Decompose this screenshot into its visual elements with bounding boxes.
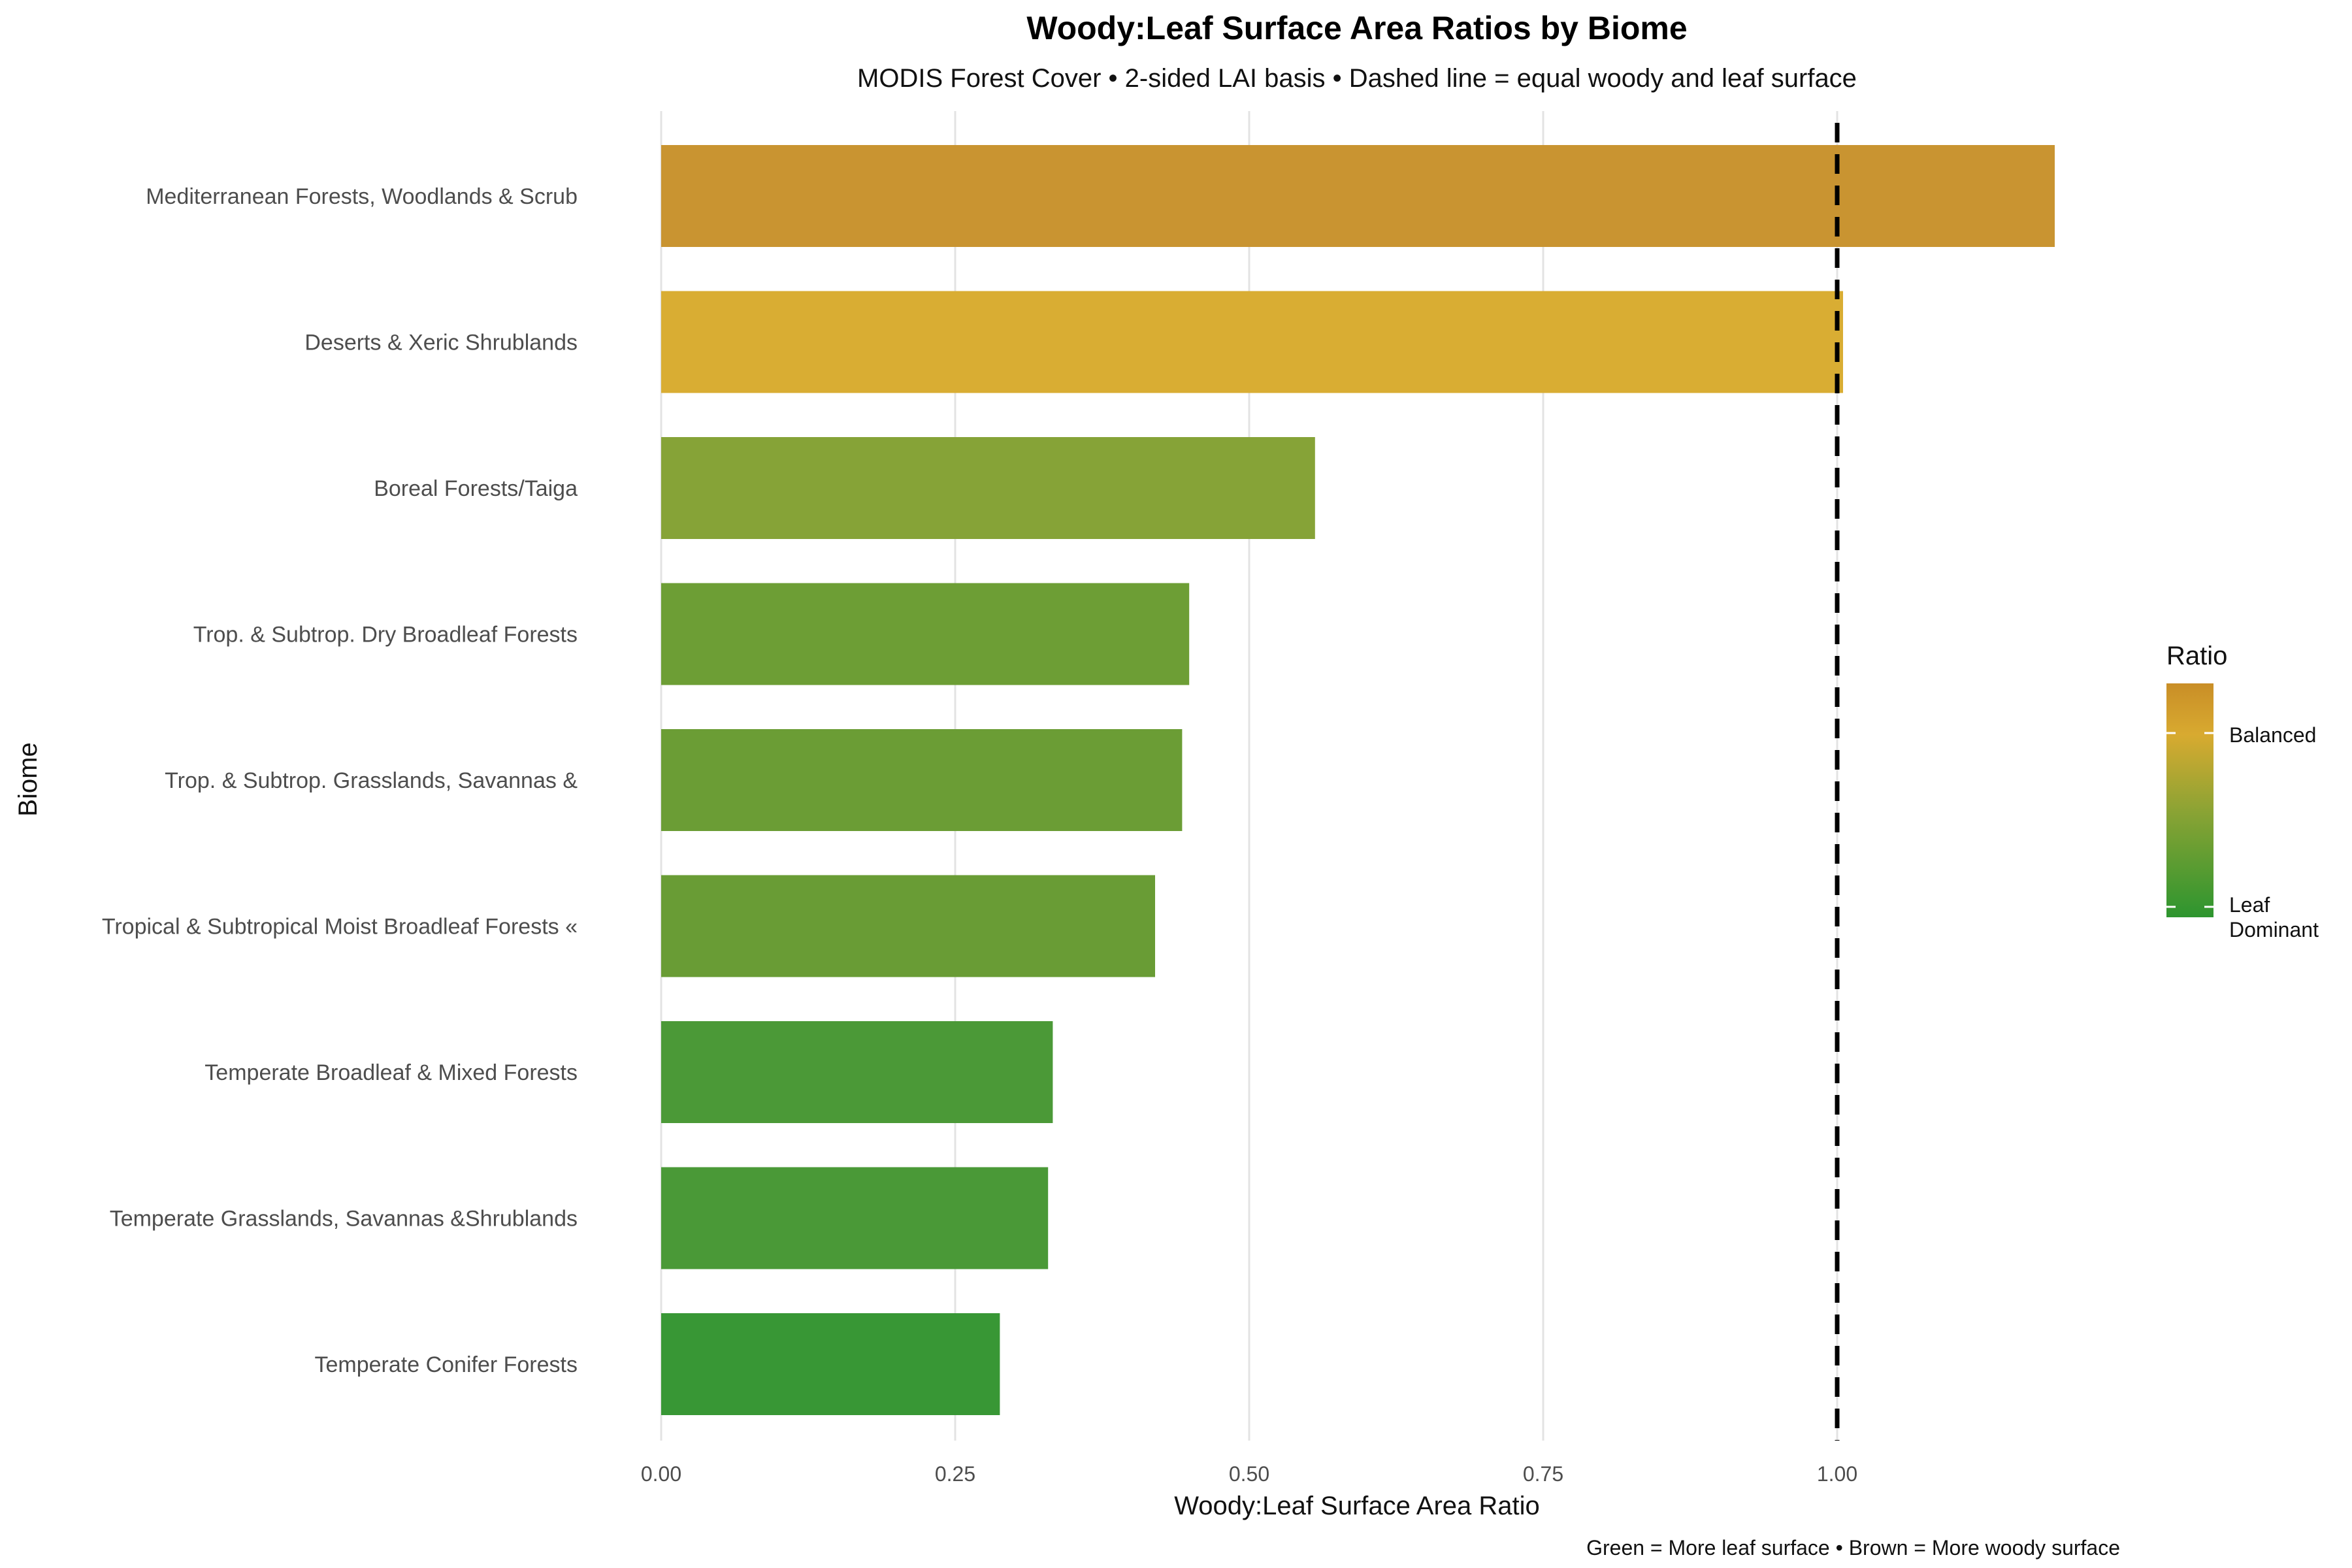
category-label-5: Tropical & Subtropical Moist Broadleaf F… (102, 915, 578, 939)
legend: Ratio Balanced Leaf Dominant (2166, 642, 2319, 941)
x-tick-label-0: 0.00 (641, 1462, 681, 1486)
bar-6 (661, 1021, 1053, 1123)
bar-7 (661, 1167, 1049, 1269)
x-tick-labels: 0.00 0.25 0.50 0.75 1.00 (641, 1462, 1857, 1486)
bar-8 (661, 1313, 1000, 1415)
bar-3 (661, 583, 1190, 685)
x-tick-label-2: 0.50 (1229, 1462, 1269, 1486)
category-label-1: Deserts & Xeric Shrublands (304, 331, 578, 355)
bar-5 (661, 875, 1155, 977)
category-label-7: Temperate Grasslands, Savannas &Shrublan… (110, 1207, 578, 1232)
legend-title: Ratio (2166, 642, 2227, 670)
x-tick-label-3: 0.75 (1523, 1462, 1563, 1486)
chart-title: Woody:Leaf Surface Area Ratios by Biome (1026, 10, 1687, 46)
bar-0 (661, 145, 2055, 247)
category-label-0: Mediterranean Forests, Woodlands & Scrub (146, 184, 578, 209)
category-label-6: Temperate Broadleaf & Mixed Forests (204, 1060, 578, 1085)
x-axis-label: Woody:Leaf Surface Area Ratio (1174, 1492, 1540, 1520)
x-tick-label-4: 1.00 (1817, 1462, 1857, 1486)
bar-2 (661, 437, 1315, 539)
bars (661, 145, 2055, 1415)
category-label-4: Trop. & Subtrop. Grasslands, Savannas & (165, 768, 578, 793)
category-label-2: Boreal Forests/Taiga (374, 476, 578, 501)
bar-1 (661, 291, 1843, 393)
x-tick-label-1: 0.25 (935, 1462, 975, 1486)
y-axis-label: Biome (14, 742, 42, 816)
legend-ticks (2166, 732, 2213, 908)
category-label-8: Temperate Conifer Forests (315, 1352, 578, 1377)
legend-label-leaf-dominant: Leaf Dominant (2229, 893, 2319, 941)
category-label-3: Trop. & Subtrop. Dry Broadleaf Forests (193, 623, 578, 647)
category-labels: Mediterranean Forests, Woodlands & Scrub… (102, 184, 578, 1377)
caption: Green = More leaf surface • Brown = More… (1586, 1536, 2120, 1560)
bar-4 (661, 729, 1183, 831)
chart-subtitle: MODIS Forest Cover • 2-sided LAI basis •… (857, 64, 1857, 93)
legend-label-balanced: Balanced (2229, 723, 2316, 747)
legend-colorbar (2166, 683, 2213, 917)
